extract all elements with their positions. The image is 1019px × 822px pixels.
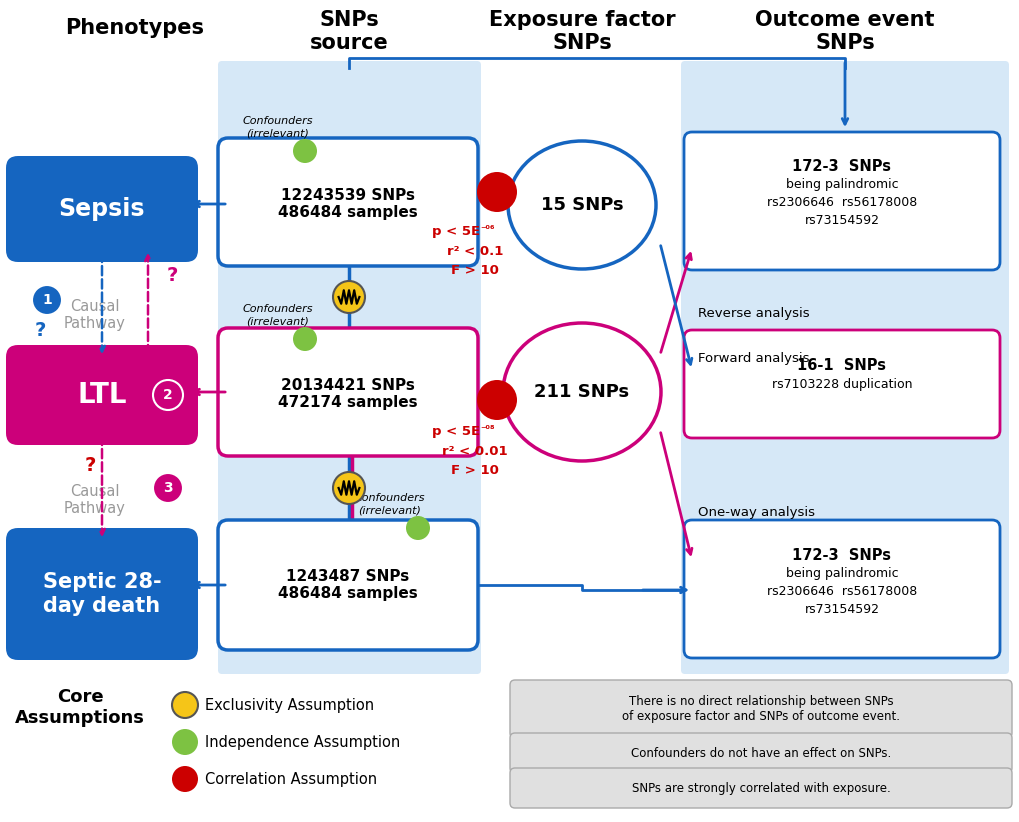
Text: 1243487 SNPs
486484 samples: 1243487 SNPs 486484 samples xyxy=(278,569,418,601)
Text: ⁻⁰⁸: ⁻⁰⁸ xyxy=(480,425,494,435)
Circle shape xyxy=(153,473,182,503)
Text: Confounders
(irrelevant): Confounders (irrelevant) xyxy=(243,304,313,326)
Text: ⁻⁰⁶: ⁻⁰⁶ xyxy=(480,225,494,235)
Text: r² < 0.1: r² < 0.1 xyxy=(446,245,502,258)
Text: Outcome event
SNPs: Outcome event SNPs xyxy=(754,10,933,53)
Text: ?: ? xyxy=(35,321,46,339)
Text: Septic 28-
day death: Septic 28- day death xyxy=(43,572,161,616)
Text: 2: 2 xyxy=(163,388,172,402)
FancyBboxPatch shape xyxy=(218,520,478,650)
Text: rs2306646  rs56178008: rs2306646 rs56178008 xyxy=(766,585,916,598)
Circle shape xyxy=(153,380,182,410)
Text: Exposure factor
SNPs: Exposure factor SNPs xyxy=(488,10,675,53)
Text: Reverse analysis: Reverse analysis xyxy=(697,307,809,320)
FancyBboxPatch shape xyxy=(681,61,1008,674)
FancyBboxPatch shape xyxy=(684,520,999,658)
Text: 15 SNPs: 15 SNPs xyxy=(540,196,623,214)
Text: ?: ? xyxy=(166,266,177,284)
Text: 20134421 SNPs
472174 samples: 20134421 SNPs 472174 samples xyxy=(278,378,418,410)
Text: 1: 1 xyxy=(42,293,52,307)
Text: Independence Assumption: Independence Assumption xyxy=(205,735,399,750)
FancyBboxPatch shape xyxy=(6,345,198,445)
Text: Core
Assumptions: Core Assumptions xyxy=(15,688,145,727)
Text: Confounders
(irrelevant): Confounders (irrelevant) xyxy=(355,493,425,515)
Text: 16-1  SNPs: 16-1 SNPs xyxy=(797,358,886,373)
Circle shape xyxy=(292,139,317,163)
Text: Phenotypes: Phenotypes xyxy=(65,18,204,38)
Circle shape xyxy=(292,327,317,351)
Text: Confounders do not have an effect on SNPs.: Confounders do not have an effect on SNP… xyxy=(631,746,891,760)
Text: 172-3  SNPs: 172-3 SNPs xyxy=(792,159,891,174)
Text: F > 10: F > 10 xyxy=(450,464,498,477)
Text: Forward analysis: Forward analysis xyxy=(697,352,809,364)
Circle shape xyxy=(332,472,365,504)
Text: Sepsis: Sepsis xyxy=(59,197,145,221)
Text: Causal
Pathway: Causal Pathway xyxy=(64,299,125,331)
Text: F > 10: F > 10 xyxy=(450,264,498,277)
Ellipse shape xyxy=(502,323,660,461)
Circle shape xyxy=(32,285,62,315)
Text: rs7103228 duplication: rs7103228 duplication xyxy=(771,378,911,391)
Text: rs73154592: rs73154592 xyxy=(804,603,878,616)
Circle shape xyxy=(477,380,517,420)
FancyBboxPatch shape xyxy=(684,330,999,438)
Circle shape xyxy=(172,692,198,718)
Circle shape xyxy=(406,516,430,540)
FancyBboxPatch shape xyxy=(218,61,481,674)
Text: 3: 3 xyxy=(163,481,172,495)
FancyBboxPatch shape xyxy=(510,733,1011,773)
Text: Causal
Pathway: Causal Pathway xyxy=(64,484,125,516)
Text: Correlation Assumption: Correlation Assumption xyxy=(205,772,377,787)
Text: 172-3  SNPs: 172-3 SNPs xyxy=(792,548,891,563)
FancyBboxPatch shape xyxy=(6,156,198,262)
Text: rs2306646  rs56178008: rs2306646 rs56178008 xyxy=(766,196,916,209)
Text: Confounders
(irrelevant): Confounders (irrelevant) xyxy=(243,117,313,138)
Circle shape xyxy=(332,281,365,313)
FancyBboxPatch shape xyxy=(510,680,1011,738)
Text: p < 5E: p < 5E xyxy=(431,425,480,438)
Text: ?: ? xyxy=(85,455,96,474)
Text: One-way analysis: One-way analysis xyxy=(697,506,814,519)
Text: LTL: LTL xyxy=(77,381,126,409)
Text: SNPs are strongly correlated with exposure.: SNPs are strongly correlated with exposu… xyxy=(631,782,890,795)
Circle shape xyxy=(172,766,198,792)
FancyBboxPatch shape xyxy=(684,132,999,270)
Circle shape xyxy=(172,729,198,755)
Text: being palindromic: being palindromic xyxy=(785,567,898,580)
Text: Exclusivity Assumption: Exclusivity Assumption xyxy=(205,698,374,713)
FancyBboxPatch shape xyxy=(218,138,478,266)
Ellipse shape xyxy=(507,141,655,269)
Text: being palindromic: being palindromic xyxy=(785,178,898,191)
Text: rs73154592: rs73154592 xyxy=(804,214,878,227)
Text: SNPs
source: SNPs source xyxy=(310,10,388,53)
Text: p < 5E: p < 5E xyxy=(431,225,480,238)
FancyBboxPatch shape xyxy=(510,768,1011,808)
FancyBboxPatch shape xyxy=(6,528,198,660)
Text: 12243539 SNPs
486484 samples: 12243539 SNPs 486484 samples xyxy=(278,187,418,220)
Text: 211 SNPs: 211 SNPs xyxy=(534,383,629,401)
Text: r² < 0.01: r² < 0.01 xyxy=(442,445,507,458)
Text: There is no direct relationship between SNPs
of exposure factor and SNPs of outc: There is no direct relationship between … xyxy=(622,695,899,723)
Circle shape xyxy=(477,172,517,212)
FancyBboxPatch shape xyxy=(218,328,478,456)
